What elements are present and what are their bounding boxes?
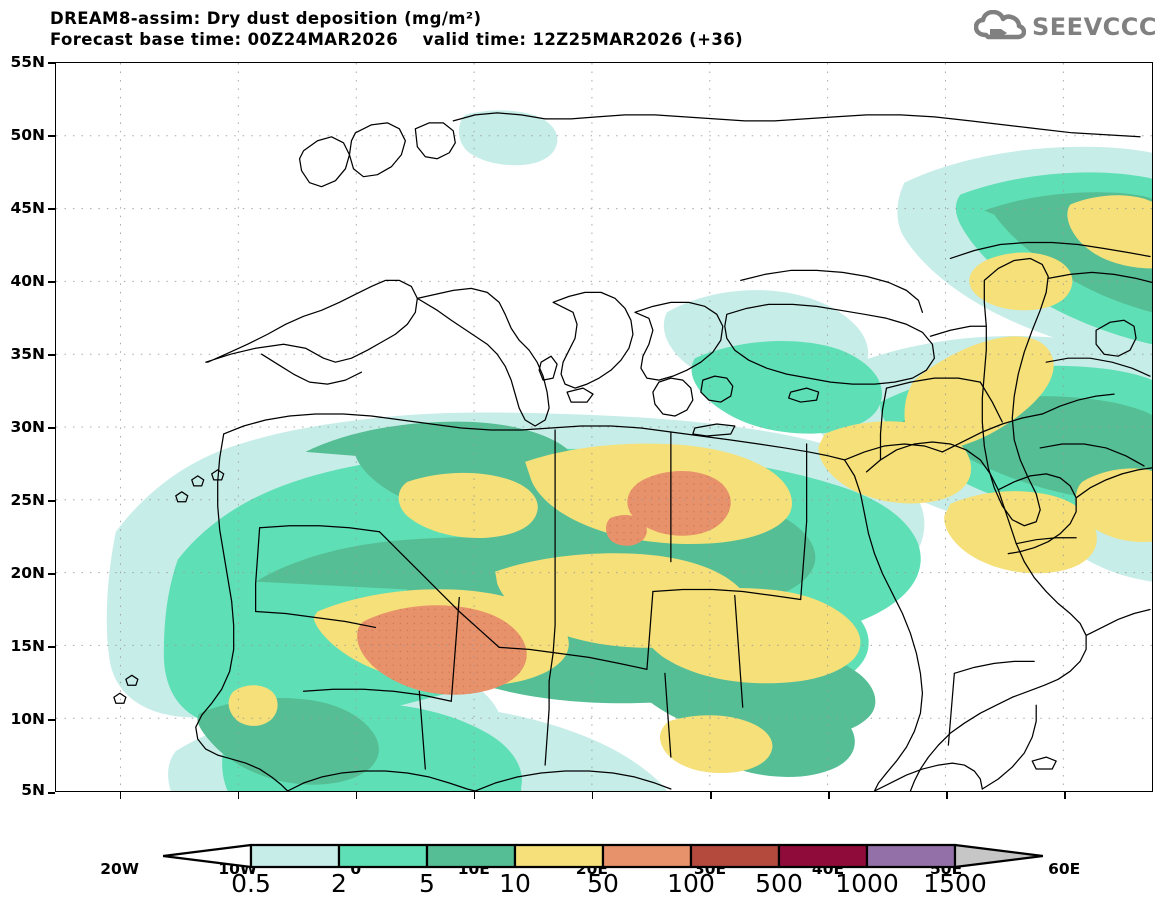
y-axis-label-30N: 30N [10, 418, 45, 436]
y-tick [48, 427, 55, 429]
colorbar-label-1: 2 [331, 869, 347, 898]
x-tick [237, 792, 240, 799]
colorbar-over-arrow [953, 843, 1043, 869]
y-axis-label-5N: 5N [21, 781, 45, 799]
y-axis-label-45N: 45N [10, 199, 45, 217]
colorbar-label-4: 50 [587, 869, 619, 898]
y-tick [48, 792, 55, 794]
map-plot-area: 55N 50N 45N 40N 35N 30N 25N 20N 15N 10N … [10, 53, 1153, 878]
colorbar-swatch-2 [425, 843, 517, 869]
x-tick [119, 792, 122, 799]
x-axis-label-60E: 60E [1048, 860, 1081, 878]
x-axis-label-0: 0 [350, 860, 362, 878]
y-tick [48, 354, 55, 356]
colorbar-label-6: 500 [755, 869, 803, 898]
y-tick [48, 573, 55, 575]
logo-text: SEEVCCC [1032, 13, 1157, 41]
map-frame [55, 62, 1153, 792]
forecast-time-subtitle: Forecast base time: 00Z24MAR2026 valid t… [50, 30, 744, 49]
x-tick [473, 792, 476, 799]
seevccc-logo: SEEVCCC [973, 9, 1157, 44]
y-axis-label-25N: 25N [10, 491, 45, 509]
x-tick [355, 792, 358, 799]
y-tick [48, 281, 55, 283]
colorbar-under-arrow [163, 843, 253, 869]
y-axis-label-20N: 20N [10, 564, 45, 582]
y-axis-label-35N: 35N [10, 345, 45, 363]
y-axis-label-15N: 15N [10, 637, 45, 655]
colorbar-label-3: 10 [499, 869, 531, 898]
colorbar-swatch-4 [601, 843, 693, 869]
y-axis-label-55N: 55N [10, 53, 45, 71]
y-tick [48, 62, 55, 64]
colorbar-label-7: 1000 [835, 869, 899, 898]
y-axis-label-40N: 40N [10, 272, 45, 290]
coastline-borders [113, 112, 1152, 791]
cloud-icon [973, 9, 1027, 44]
y-tick [48, 208, 55, 210]
contour-band-50-100 [357, 470, 731, 695]
y-tick [48, 646, 55, 648]
y-tick [48, 719, 55, 721]
colorbar [163, 843, 1043, 869]
x-tick [1064, 792, 1066, 799]
chart-header: DREAM8-assim: Dry dust deposition (mg/m²… [50, 8, 950, 50]
colorbar-swatch-1 [337, 843, 429, 869]
colorbar-swatch-5 [689, 843, 781, 869]
colorbar-swatches [163, 843, 1043, 869]
colorbar-tick-labels: 0.5 2 5 10 50 100 500 1000 1500 [163, 869, 1043, 903]
y-tick [48, 135, 55, 137]
colorbar-label-2: 5 [419, 869, 435, 898]
x-tick [946, 792, 948, 799]
x-tick [591, 792, 594, 799]
page-title: DREAM8-assim: Dry dust deposition (mg/m²… [50, 9, 482, 28]
colorbar-swatch-3 [513, 843, 605, 869]
x-tick [828, 792, 830, 799]
colorbar-swatch-0 [249, 843, 341, 869]
dust-deposition-map [56, 63, 1152, 791]
colorbar-swatch-6 [777, 843, 869, 869]
colorbar-label-5: 100 [667, 869, 715, 898]
x-tick [710, 792, 712, 799]
colorbar-swatch-7 [865, 843, 957, 869]
x-axis-label-20W: 20W [100, 860, 139, 878]
colorbar-label-0: 0.5 [231, 869, 271, 898]
colorbar-label-8: 1500 [923, 869, 987, 898]
y-axis-label-50N: 50N [10, 126, 45, 144]
y-tick [48, 500, 55, 502]
y-axis-label-10N: 10N [10, 710, 45, 728]
